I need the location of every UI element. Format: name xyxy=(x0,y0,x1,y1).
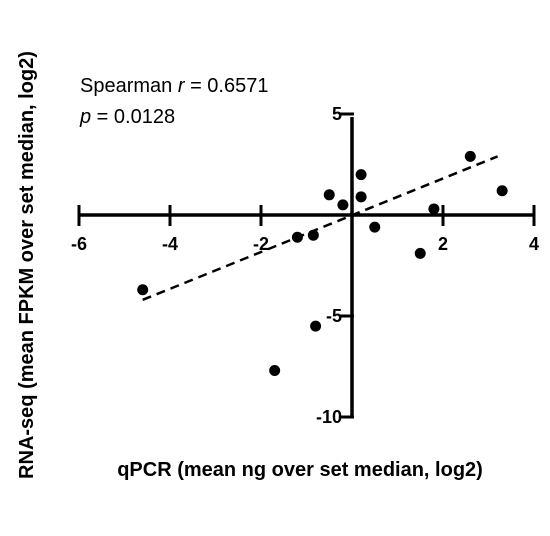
trend-line xyxy=(142,155,499,301)
x-axis: -6 -4 -2 2 4 xyxy=(71,205,539,254)
data-point xyxy=(355,169,367,181)
x-tick-label: 4 xyxy=(529,234,539,254)
x-tick-label: -2 xyxy=(253,234,269,254)
y-axis: 5 -5 -10 xyxy=(316,104,354,427)
data-point xyxy=(307,229,319,241)
p-symbol: p xyxy=(79,106,91,128)
y-tick-label: -5 xyxy=(326,306,342,326)
data-point xyxy=(291,231,303,243)
r-value: = 0.6571 xyxy=(185,75,269,97)
stat-prefix: Spearman xyxy=(80,75,178,97)
p-value: = 0.0128 xyxy=(91,106,175,128)
data-point xyxy=(414,247,426,259)
data-points xyxy=(137,150,508,377)
x-axis-title: qPCR (mean ng over set median, log2) xyxy=(117,459,483,481)
data-point xyxy=(137,284,149,296)
data-point xyxy=(496,185,508,197)
data-point xyxy=(337,199,349,211)
y-ticks: 5 -5 -10 xyxy=(316,104,354,427)
r-symbol: r xyxy=(178,75,186,97)
data-point xyxy=(428,203,440,215)
data-point xyxy=(355,191,367,203)
x-ticks: -6 -4 -2 2 4 xyxy=(71,205,539,254)
x-tick-label: 2 xyxy=(438,234,448,254)
data-point xyxy=(269,365,281,377)
x-tick-label: -6 xyxy=(71,234,87,254)
p-value-annotation: p = 0.0128 xyxy=(79,106,175,128)
data-point xyxy=(464,150,476,162)
y-axis-title: RNA-seq (mean FPKM over set median, log2… xyxy=(16,51,38,479)
data-point xyxy=(323,189,335,201)
data-point xyxy=(369,221,381,233)
data-point xyxy=(310,320,322,332)
y-tick-label: -10 xyxy=(316,407,342,427)
y-tick-label: 5 xyxy=(332,104,342,124)
x-tick-label: -4 xyxy=(162,234,178,254)
spearman-annotation: Spearman r = 0.6571 xyxy=(80,75,268,97)
